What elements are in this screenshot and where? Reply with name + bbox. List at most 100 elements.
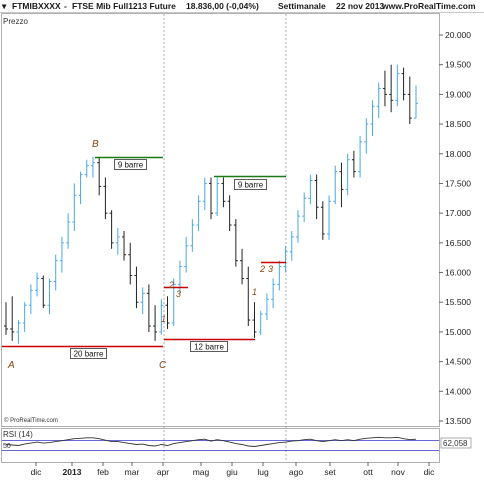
time-axis-label: 2013 (63, 467, 82, 477)
ohlc-bar (72, 183, 77, 231)
time-axis-label: set (324, 467, 336, 477)
ohlc-bar (351, 150, 356, 178)
ohlc-bar (209, 177, 213, 220)
ohlc-bar (84, 159, 89, 178)
svg-text:20 barre: 20 barre (74, 350, 104, 359)
time-axis-label: ago (289, 467, 303, 477)
price-tick-label: 16.500 (445, 238, 471, 248)
ohlc-bar (252, 302, 257, 338)
ohlc-bar (308, 174, 313, 205)
price-tick-label: 15.500 (445, 297, 471, 307)
ohlc-bar (333, 165, 338, 205)
rsi-panel-label: RSI (14) (3, 430, 33, 439)
ohlc-bar (28, 284, 33, 315)
ohlc-bar (277, 260, 282, 291)
count-3b: 3 (268, 264, 273, 274)
ohlc-bar (283, 245, 288, 273)
ohlc-bar (90, 156, 95, 178)
ohlc-bar (115, 228, 120, 255)
time-axis[interactable]: dic 2013 feb mar apr mag giu lug ago set ott nov dic (31, 462, 436, 477)
ohlc-bar (302, 192, 307, 223)
box-9-barre-a: 9 barre (114, 159, 147, 170)
price-axis[interactable]: 20.000 19.500 19.000 18.500 18.000 17.500 17.0… (439, 30, 471, 426)
symbol-label[interactable]: FTMIBXXXX (12, 1, 61, 11)
price-tick-label: 17.500 (445, 178, 471, 188)
ohlc-bar (165, 296, 170, 329)
ohlc-bar (103, 177, 108, 220)
count-1a: 1 (161, 314, 166, 324)
ohlc-bar (314, 174, 319, 220)
ohlc-bar (35, 272, 40, 297)
ohlc-bar (10, 296, 15, 341)
ohlc-bar (146, 284, 151, 332)
count-3a: 3 (176, 289, 181, 299)
label-A: A (7, 360, 15, 371)
svg-text:9 barre: 9 barre (118, 161, 144, 170)
ohlc-bar (370, 100, 375, 136)
time-axis-label: apr (157, 467, 169, 477)
price-panel-label: Prezzo (3, 17, 28, 26)
period-label[interactable]: Settimanale (278, 1, 326, 11)
svg-text:9 barre: 9 barre (238, 181, 264, 190)
ohlc-bar (295, 210, 300, 243)
ohlc-bar (41, 275, 46, 309)
rsi-line (5, 436, 417, 447)
collapse-icon[interactable]: ▾ (2, 1, 7, 11)
ohlc-bar (4, 302, 8, 335)
price-tick-label: 19.000 (445, 89, 471, 99)
date-label: 22 nov 2013 (336, 1, 385, 11)
site-label: www.ProRealTime.com (382, 1, 476, 11)
ohlc-bar (233, 219, 238, 267)
ohlc-bar (395, 64, 400, 107)
ohlc-bar (16, 320, 21, 344)
ohlc-bar (47, 278, 52, 315)
ohlc-bars (4, 64, 418, 344)
price-tick-label: 14.500 (445, 357, 471, 367)
ohlc-bar (22, 302, 27, 332)
ohlc-bar (196, 195, 201, 231)
time-axis-label: feb (97, 467, 109, 477)
ohlc-bar (53, 254, 58, 291)
ohlc-bar (109, 210, 114, 249)
rsi-panel-frame (1, 428, 440, 463)
ohlc-bar (221, 177, 226, 208)
label-C: C (159, 360, 167, 371)
ohlc-bar (78, 171, 83, 205)
time-axis-label: nov (391, 467, 405, 477)
price-tick-label: 17.000 (445, 208, 471, 218)
ohlc-bar (97, 156, 102, 196)
rsi-level-label: 50 (3, 443, 11, 450)
price-tick-label: 18.000 (445, 149, 471, 159)
ohlc-bar (134, 266, 139, 309)
price-tick-label: 15.000 (445, 327, 471, 337)
rsi-value: 62,058 (443, 439, 468, 448)
rsi-value-badge (440, 437, 472, 449)
time-axis-label: ott (363, 467, 373, 477)
count-2b: 2 (259, 264, 265, 274)
price-tick-label: 16.000 (445, 268, 471, 278)
ohlc-bar (358, 135, 363, 178)
box-20-barre: 20 barre (70, 348, 107, 359)
ohlc-bar (215, 177, 220, 217)
ohlc-bar (66, 213, 71, 249)
ohlc-bar (327, 195, 332, 240)
ohlc-bar (289, 230, 294, 261)
title-bar: ▾ FTMIBXXXX - FTSE Mib Full1213 Future 1… (0, 0, 484, 13)
ohlc-bar (382, 70, 387, 107)
ohlc-bar (227, 195, 232, 231)
separator: - (64, 1, 67, 11)
ohlc-bar (128, 242, 133, 285)
ohlc-bar (407, 76, 412, 125)
ohlc-bar (159, 299, 164, 335)
price-tick-label: 14.000 (445, 386, 471, 396)
ohlc-bar (246, 266, 251, 326)
ohlc-bar (401, 67, 406, 101)
label-B: B (92, 139, 99, 150)
time-axis-label: dic (31, 467, 43, 477)
time-axis-label: giu (226, 467, 238, 477)
ohlc-bar (153, 305, 158, 341)
ohlc-bar (122, 230, 127, 261)
price-tick-label: 19.500 (445, 60, 471, 70)
